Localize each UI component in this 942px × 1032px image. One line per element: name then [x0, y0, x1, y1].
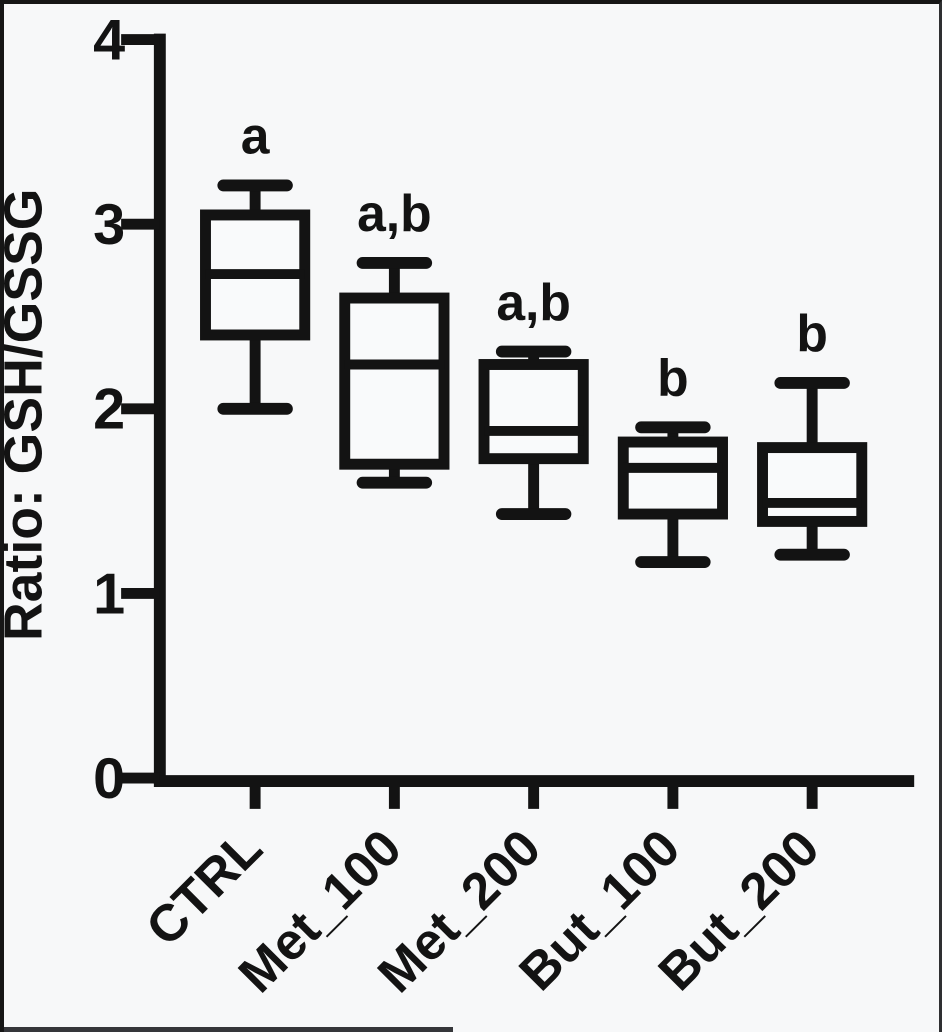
significance-label: b — [657, 349, 689, 407]
significance-label: a,b — [357, 184, 432, 242]
x-tick-label: CTRL — [135, 818, 273, 956]
box-iqr — [478, 359, 589, 465]
box-iqr — [339, 292, 450, 470]
significance-label: b — [796, 304, 828, 362]
y-tick-label: 1 — [93, 562, 125, 626]
significance-label: a,b — [496, 273, 571, 331]
y-tick-label: 0 — [93, 747, 125, 811]
significance-label: a — [241, 107, 271, 165]
y-tick-label: 3 — [93, 193, 125, 257]
y-axis-title: Ratio: GSH/GSSG — [4, 189, 54, 641]
y-tick-label: 2 — [93, 378, 125, 442]
y-tick-label: 4 — [93, 8, 125, 72]
box-iqr — [757, 442, 868, 527]
box-iqr — [617, 436, 728, 520]
